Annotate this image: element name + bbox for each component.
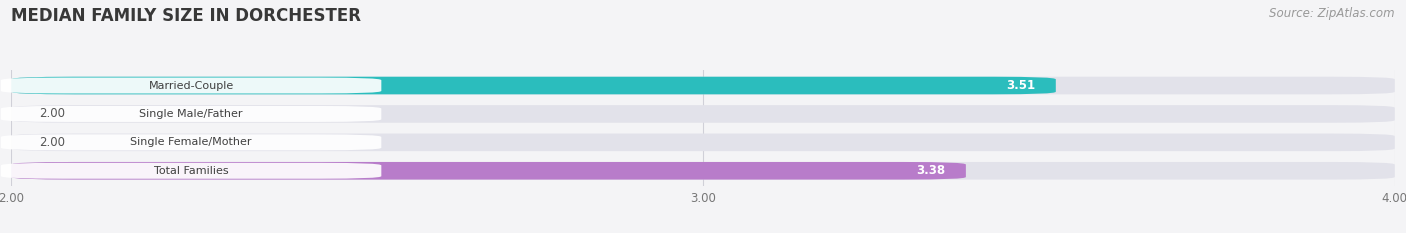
FancyBboxPatch shape bbox=[1, 78, 381, 93]
Text: Single Female/Mother: Single Female/Mother bbox=[131, 137, 252, 147]
Text: 3.38: 3.38 bbox=[915, 164, 945, 177]
FancyBboxPatch shape bbox=[11, 77, 1056, 94]
FancyBboxPatch shape bbox=[11, 162, 966, 180]
FancyBboxPatch shape bbox=[1, 106, 381, 122]
Text: Source: ZipAtlas.com: Source: ZipAtlas.com bbox=[1270, 7, 1395, 20]
FancyBboxPatch shape bbox=[11, 105, 1395, 123]
FancyBboxPatch shape bbox=[11, 162, 1395, 180]
Text: MEDIAN FAMILY SIZE IN DORCHESTER: MEDIAN FAMILY SIZE IN DORCHESTER bbox=[11, 7, 361, 25]
Text: 2.00: 2.00 bbox=[39, 107, 65, 120]
Text: Single Male/Father: Single Male/Father bbox=[139, 109, 243, 119]
Text: 2.00: 2.00 bbox=[39, 136, 65, 149]
FancyBboxPatch shape bbox=[11, 134, 1395, 151]
FancyBboxPatch shape bbox=[11, 77, 1395, 94]
Text: Total Families: Total Families bbox=[153, 166, 228, 176]
Text: Married-Couple: Married-Couple bbox=[149, 81, 233, 91]
FancyBboxPatch shape bbox=[1, 163, 381, 179]
Text: 3.51: 3.51 bbox=[1005, 79, 1035, 92]
FancyBboxPatch shape bbox=[1, 134, 381, 150]
